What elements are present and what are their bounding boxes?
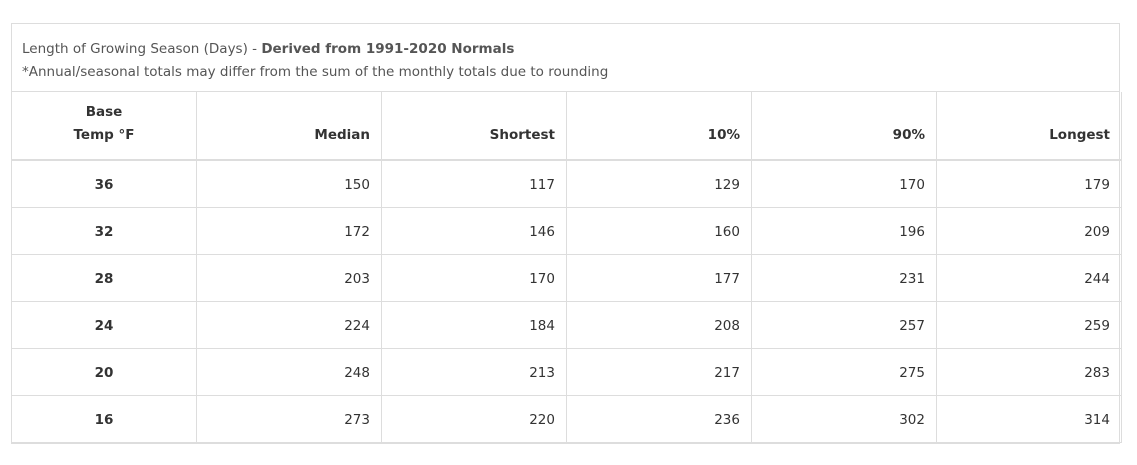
cell-longest: 314: [936, 394, 1122, 443]
cell-median: 150: [196, 160, 382, 208]
cell-90-percent: 196: [751, 206, 937, 255]
cell-shortest: 213: [381, 347, 567, 396]
cell-10-percent: 217: [566, 347, 752, 396]
cell-10-percent: 208: [566, 300, 752, 349]
caption-title-plain: Length of Growing Season (Days) -: [22, 41, 262, 57]
cell-median: 172: [196, 206, 382, 255]
header-base-line1: Base: [85, 104, 123, 120]
cell-median: 273: [196, 394, 382, 443]
cell-10-percent: 177: [566, 253, 752, 302]
cell-90-percent: 275: [751, 347, 937, 396]
table-caption: Length of Growing Season (Days) - Derive…: [12, 24, 1119, 92]
header-median: Median: [196, 92, 382, 161]
cell-longest: 283: [936, 347, 1122, 396]
cell-shortest: 220: [381, 394, 567, 443]
table-row: 24 224 184 208 257 259: [11, 300, 1122, 349]
cell-90-percent: 170: [751, 160, 937, 208]
table-header: Base Temp °F Median Shortest 10% 90% Lon…: [11, 92, 1122, 161]
cell-10-percent: 129: [566, 160, 752, 208]
header-shortest: Shortest: [381, 92, 567, 161]
cell-shortest: 117: [381, 160, 567, 208]
cell-median: 203: [196, 253, 382, 302]
header-base-line2: Temp °F: [73, 127, 135, 143]
cell-90-percent: 302: [751, 394, 937, 443]
cell-base-temp: 20: [11, 347, 197, 396]
table-row: 36 150 117 129 170 179: [11, 160, 1122, 208]
table-body: 36 150 117 129 170 179 32 172 146 160 19…: [11, 160, 1122, 443]
header-base-temp: Base Temp °F: [11, 92, 197, 161]
cell-median: 248: [196, 347, 382, 396]
growing-season-table: Base Temp °F Median Shortest 10% 90% Lon…: [11, 92, 1122, 443]
header-90-percent: 90%: [751, 92, 937, 161]
cell-base-temp: 28: [11, 253, 197, 302]
table-row: 32 172 146 160 196 209: [11, 206, 1122, 255]
cell-base-temp: 16: [11, 394, 197, 443]
header-longest: Longest: [936, 92, 1122, 161]
cell-longest: 209: [936, 206, 1122, 255]
cell-shortest: 170: [381, 253, 567, 302]
cell-longest: 244: [936, 253, 1122, 302]
caption-note: *Annual/seasonal totals may differ from …: [22, 64, 609, 80]
cell-base-temp: 24: [11, 300, 197, 349]
table-row: 28 203 170 177 231 244: [11, 253, 1122, 302]
cell-10-percent: 236: [566, 394, 752, 443]
cell-10-percent: 160: [566, 206, 752, 255]
header-10-percent: 10%: [566, 92, 752, 161]
cell-shortest: 184: [381, 300, 567, 349]
header-row: Base Temp °F Median Shortest 10% 90% Lon…: [11, 92, 1122, 161]
caption-title-bold: Derived from 1991-2020 Normals: [261, 41, 515, 57]
cell-90-percent: 231: [751, 253, 937, 302]
cell-base-temp: 32: [11, 206, 197, 255]
cell-longest: 179: [936, 160, 1122, 208]
cell-90-percent: 257: [751, 300, 937, 349]
growing-season-panel: Length of Growing Season (Days) - Derive…: [11, 23, 1122, 444]
table-row: 20 248 213 217 275 283: [11, 347, 1122, 396]
table-row: 16 273 220 236 302 314: [11, 394, 1122, 443]
cell-median: 224: [196, 300, 382, 349]
cell-shortest: 146: [381, 206, 567, 255]
cell-longest: 259: [936, 300, 1122, 349]
cell-base-temp: 36: [11, 160, 197, 208]
caption-title: Length of Growing Season (Days) - Derive…: [22, 38, 1119, 61]
